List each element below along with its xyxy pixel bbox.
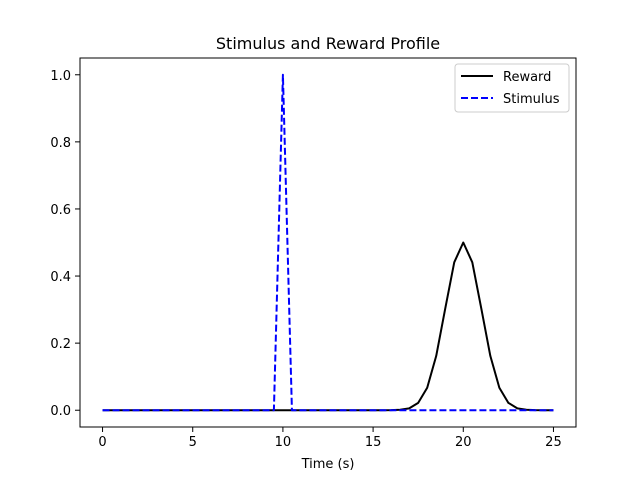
y-tick-label: 0.2 — [50, 337, 71, 352]
chart-title: Stimulus and Reward Profile — [216, 34, 440, 53]
y-tick-label: 0.0 — [50, 404, 71, 419]
series-layer — [102, 73, 554, 412]
y-tick-label: 1.0 — [50, 69, 71, 84]
x-tick-label: 15 — [365, 435, 382, 450]
y-tick-label: 0.6 — [50, 203, 71, 218]
x-tick-label: 5 — [189, 435, 197, 450]
plot-area-frame — [79, 57, 577, 428]
x-tick-label: 20 — [455, 435, 472, 450]
x-axis-label: Time (s) — [301, 457, 355, 472]
x-tick-label: 0 — [98, 435, 106, 450]
y-tick-label: 0.8 — [50, 136, 71, 151]
x-tick-label: 10 — [275, 435, 292, 450]
series-line-stimulus — [102, 73, 554, 412]
legend-label-reward: Reward — [503, 70, 551, 85]
x-tick-label: 25 — [545, 435, 562, 450]
ticks-layer: 0 5 10 15 20 25 0.0 0.2 0.4 0.6 0.8 1.0 — [50, 69, 561, 450]
legend-label-stimulus: Stimulus — [503, 92, 560, 107]
y-tick-label: 0.4 — [50, 270, 71, 285]
legend: Reward Stimulus — [454, 63, 570, 113]
